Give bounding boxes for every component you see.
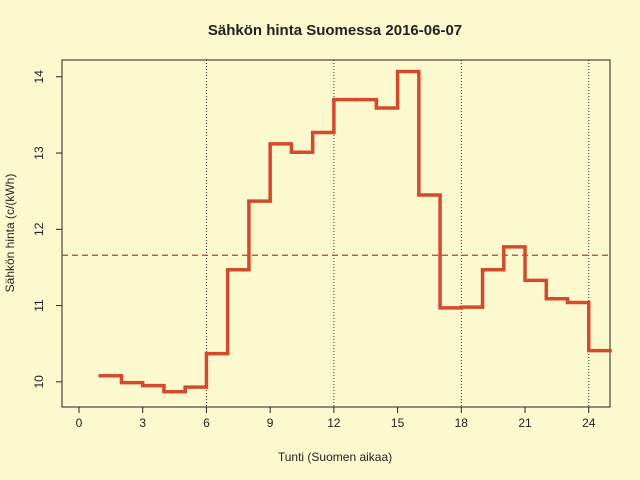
y-tick-label: 12 bbox=[32, 222, 46, 236]
x-tick-label: 0 bbox=[76, 416, 83, 430]
y-tick-label: 10 bbox=[32, 375, 46, 389]
x-tick-label: 21 bbox=[518, 416, 532, 430]
x-tick-label: 6 bbox=[203, 416, 210, 430]
x-tick-label: 12 bbox=[327, 416, 341, 430]
x-tick-label: 9 bbox=[267, 416, 274, 430]
x-tick-label: 3 bbox=[139, 416, 146, 430]
x-tick-label: 24 bbox=[582, 416, 596, 430]
y-tick-label: 11 bbox=[32, 299, 46, 312]
x-axis-label: Tunti (Suomen aikaa) bbox=[278, 450, 392, 464]
x-tick-label: 15 bbox=[391, 416, 405, 430]
y-axis-label: Sähkön hinta (c/(kWh) bbox=[3, 174, 17, 293]
plot-frame bbox=[61, 59, 611, 408]
y-tick-label: 13 bbox=[32, 146, 46, 160]
chart-title: Sähkön hinta Suomessa 2016-06-07 bbox=[208, 22, 462, 39]
y-tick-label: 14 bbox=[32, 70, 46, 84]
x-tick-label: 18 bbox=[455, 416, 469, 430]
